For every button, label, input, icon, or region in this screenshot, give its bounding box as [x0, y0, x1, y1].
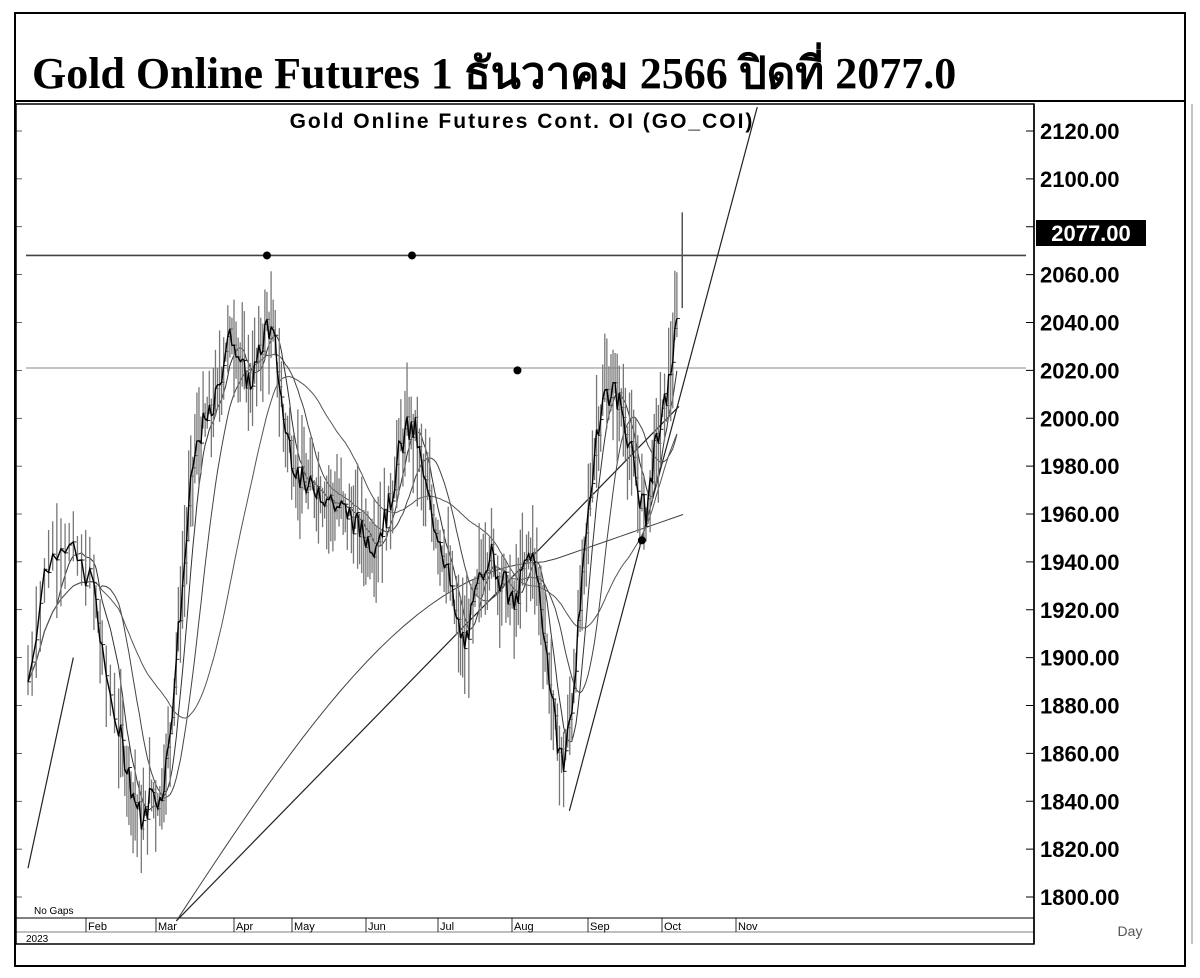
- y-tick-label: 1840.00: [1040, 789, 1120, 814]
- year-label: 2023: [26, 934, 49, 945]
- y-tick-label: 2060.00: [1040, 263, 1120, 288]
- y-tick-label: 1880.00: [1040, 694, 1120, 719]
- period-label: Day: [1118, 923, 1143, 939]
- marker-point: [407, 251, 416, 260]
- x-tick-label: Sep: [590, 921, 610, 933]
- y-tick-label: 2020.00: [1040, 358, 1120, 383]
- y-tick-label: 1900.00: [1040, 646, 1120, 671]
- x-tick-label: Oct: [664, 921, 681, 933]
- x-tick-label: Apr: [236, 921, 253, 933]
- last-price-box: 2077.00: [1036, 220, 1146, 246]
- x-tick-label: Jun: [368, 921, 386, 933]
- y-tick-label: 2120.00: [1040, 119, 1120, 144]
- x-tick-label: Mar: [158, 921, 177, 933]
- x-tick-label: Aug: [514, 921, 534, 933]
- price-bars: [27, 212, 684, 874]
- x-tick-label: May: [294, 921, 315, 933]
- y-tick-label: 1800.00: [1040, 885, 1120, 910]
- marker-points: [262, 251, 646, 545]
- y-tick-label: 1940.00: [1040, 550, 1120, 575]
- y-tick-label: 1920.00: [1040, 598, 1120, 623]
- trendline: [175, 405, 680, 922]
- plot-area: [15, 103, 1035, 945]
- no-gaps-label: No Gaps: [34, 906, 73, 917]
- marker-point: [513, 366, 522, 375]
- x-tick-label: Nov: [738, 921, 758, 933]
- x-tick-label: Jul: [440, 921, 454, 933]
- page-title: Gold Online Futures 1 ธันวาคม 2566 ปิดที…: [32, 49, 957, 98]
- y-tick-label: 1980.00: [1040, 454, 1120, 479]
- marker-point: [262, 251, 271, 260]
- title-bar: Gold Online Futures 1 ธันวาคม 2566 ปิดที…: [16, 14, 1184, 102]
- moving-average: [27, 376, 678, 719]
- marker-point: [637, 536, 646, 545]
- plot-title: Gold Online Futures Cont. OI (GO_COI): [290, 110, 755, 133]
- y-tick-label: 1960.00: [1040, 502, 1120, 527]
- x-tick-label: Feb: [88, 921, 107, 933]
- y-tick-label: 1860.00: [1040, 741, 1120, 766]
- price-line: [27, 318, 678, 830]
- x-ticks: Feb Mar Apr May Jun Jul Aug Sep Oct Nov: [85, 918, 758, 933]
- trendlines: [27, 106, 758, 922]
- last-price-label: 2077.00: [1051, 221, 1131, 246]
- long-term-average: [175, 514, 684, 922]
- resistance-lines: [26, 254, 1026, 369]
- trendline: [27, 657, 74, 869]
- y-tick-label: 2100.00: [1040, 167, 1120, 192]
- y-ticks: 2120.00 2100.00 2060.00 2040.00 2020.00 2000.…: [16, 119, 1120, 910]
- y-tick-label: 2040.00: [1040, 311, 1120, 336]
- y-tick-label: 1820.00: [1040, 837, 1120, 862]
- y-tick-label: 2000.00: [1040, 406, 1120, 431]
- trendline: [568, 106, 758, 811]
